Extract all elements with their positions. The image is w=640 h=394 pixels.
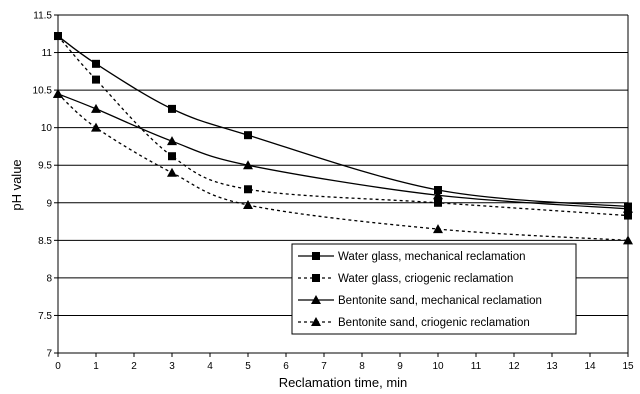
legend-box: [291, 243, 577, 335]
data-point: [54, 32, 62, 41]
legend-item: Bentonite sand, mechanical reclamation: [298, 295, 542, 307]
data-point: [623, 235, 633, 245]
legend-label: Bentonite sand, criogenic reclamation: [338, 317, 530, 329]
legend-item: Water glass, criogenic reclamation: [298, 273, 513, 285]
y-tick-label: 11.5: [33, 11, 52, 22]
x-tick-label: 12: [508, 361, 520, 372]
data-point: [168, 104, 176, 113]
legend-marker: [311, 295, 321, 304]
series-line: [57, 35, 629, 217]
x-tick-label: 3: [169, 361, 175, 372]
legend-marker: [311, 317, 321, 326]
data-point: [434, 186, 442, 195]
x-tick-label: 10: [432, 361, 444, 372]
data-point: [168, 152, 176, 161]
data-point: [433, 224, 443, 234]
data-point: [623, 203, 633, 213]
data-point: [433, 190, 443, 200]
series-line: [57, 93, 629, 241]
y-tick-label: 9: [46, 198, 52, 209]
y-tick-label: 7: [46, 349, 52, 360]
data-point: [91, 122, 101, 132]
legend-item: Water glass, mechanical reclamation: [298, 251, 525, 263]
data-point: [243, 160, 253, 170]
series-1: [54, 32, 632, 220]
x-tick-label: 13: [546, 361, 558, 372]
legend-swatch-2: [298, 295, 334, 304]
series-line: [57, 93, 629, 210]
legend-marker: [312, 274, 320, 282]
x-tick-label: 15: [622, 361, 634, 372]
data-point: [624, 211, 632, 220]
y-tick-label: 11: [42, 48, 53, 59]
x-axis-title: Reclamation time, min: [279, 375, 408, 390]
x-tick-label: 14: [584, 361, 596, 372]
data-point: [53, 88, 63, 98]
x-tick-label: 9: [397, 361, 403, 372]
plot-series: [53, 32, 633, 245]
x-tick-label: 2: [131, 361, 137, 372]
legend-swatch-0: [298, 252, 334, 260]
data-point: [243, 200, 253, 210]
legend-swatch-3: [298, 317, 334, 326]
data-point: [434, 198, 442, 207]
data-point: [167, 167, 177, 177]
x-tick-label: 1: [93, 361, 99, 372]
y-tick-label: 9.5: [38, 161, 52, 172]
data-point: [244, 131, 252, 140]
y-tick-label: 10: [41, 123, 53, 134]
data-point: [167, 136, 177, 146]
y-tick-label: 8.5: [38, 236, 52, 247]
legend-label: Water glass, criogenic reclamation: [338, 273, 513, 285]
data-point: [92, 59, 100, 68]
x-tick-label: 11: [471, 361, 482, 372]
axes: [54, 14, 629, 357]
y-tick-label: 10.5: [33, 86, 53, 97]
y-tick-label: 8: [46, 273, 52, 284]
x-tick-label: 8: [359, 361, 365, 372]
x-tick-label: 4: [207, 361, 213, 372]
series-0: [54, 32, 632, 211]
x-tick-label: 5: [245, 361, 251, 372]
data-point: [91, 103, 101, 113]
legend-label: Bentonite sand, mechanical reclamation: [338, 295, 542, 307]
legend: Water glass, mechanical reclamation Wate…: [291, 243, 577, 335]
series-2: [53, 88, 633, 213]
data-point: [92, 75, 100, 84]
series-3: [53, 88, 633, 245]
y-axis-title: pH value: [9, 159, 24, 210]
legend-item: Bentonite sand, criogenic reclamation: [298, 317, 530, 329]
data-point: [244, 185, 252, 194]
legend-marker: [312, 252, 320, 260]
series-line: [57, 35, 629, 208]
x-tick-label: 7: [321, 361, 327, 372]
legend-swatch-1: [298, 274, 334, 282]
y-tick-label: 7.5: [38, 311, 52, 322]
legend-label: Water glass, mechanical reclamation: [338, 251, 525, 263]
x-tick-label: 6: [283, 361, 289, 372]
x-tick-label: 0: [55, 361, 61, 372]
